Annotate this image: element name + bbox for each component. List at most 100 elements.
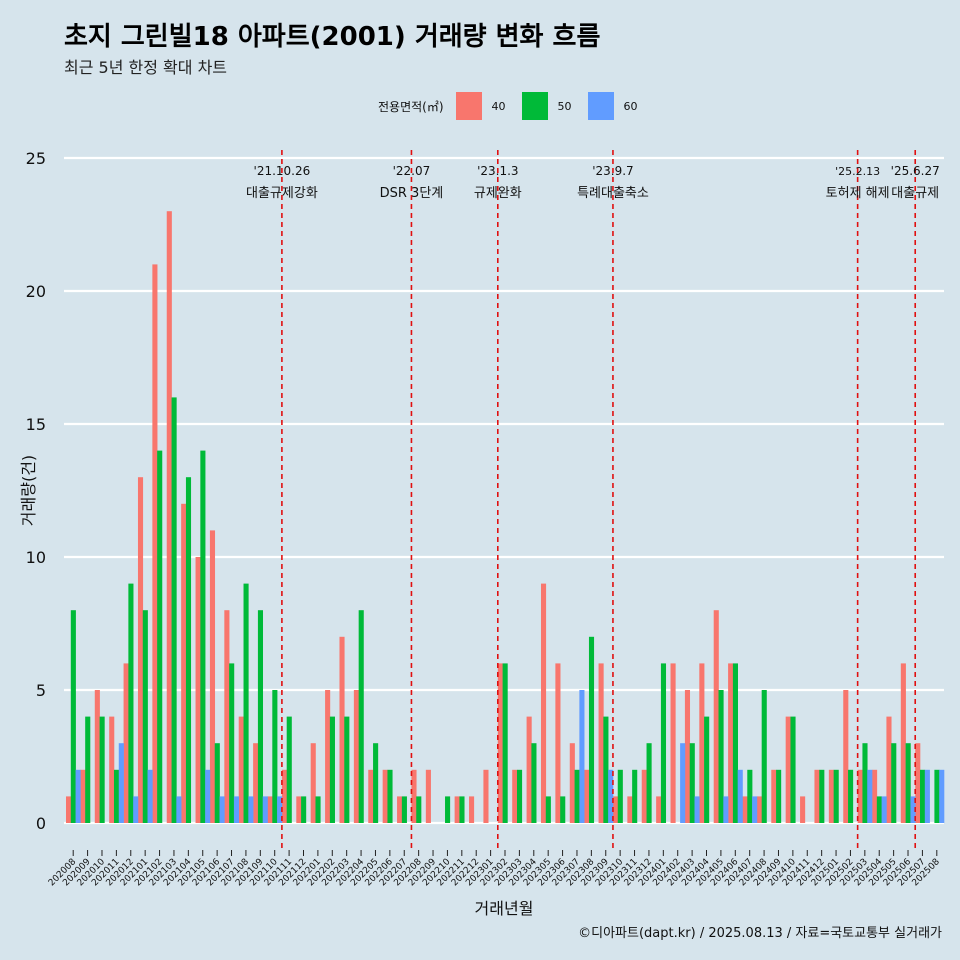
bar-50-202103	[171, 397, 177, 823]
bar-40-202211	[454, 796, 460, 823]
bar-40-202306	[555, 663, 561, 823]
legend-key-40	[455, 92, 482, 120]
bar-50-202307	[574, 769, 580, 823]
bar-40-202212	[469, 796, 475, 823]
bar-50-202111	[286, 716, 292, 823]
bar-50-202106	[214, 743, 220, 823]
bar-50-202208	[416, 796, 422, 823]
bar-40-202110	[267, 796, 273, 823]
legend-label-40: 40	[491, 99, 506, 113]
bar-40-202309	[598, 663, 604, 823]
bar-50-202109	[257, 610, 264, 823]
bar-40-202106	[209, 530, 216, 823]
bar-60-202402	[680, 743, 686, 823]
bar-50-202110	[272, 690, 278, 823]
bar-50-202304	[531, 743, 537, 823]
bar-40-202403	[684, 690, 691, 823]
bar-50-202010	[99, 716, 105, 823]
bar-50-202211	[459, 796, 465, 823]
y-axis-title: 거래량(건)	[19, 455, 38, 526]
bar-40-202503	[857, 769, 863, 823]
event-label-0: 대출규제강화	[246, 186, 318, 201]
bar-50-202505	[891, 743, 897, 823]
bar-40-202502	[843, 690, 849, 823]
event-date-0: '21.10.26	[254, 164, 311, 178]
bar-40-202302	[497, 663, 503, 823]
bar-40-202401	[656, 796, 662, 823]
bar-40-202412	[814, 769, 820, 823]
bar-50-202102	[157, 450, 163, 823]
event-label-2: 규제완화	[474, 186, 522, 201]
chart-caption: ©디아파트(dapt.kr) / 2025.08.13 / 자료=국토교통부 실…	[578, 926, 942, 941]
bar-50-202404	[704, 716, 710, 823]
bar-40-202208	[411, 769, 417, 823]
bar-40-202206	[382, 769, 388, 823]
bar-50-202311	[632, 769, 638, 823]
bar-60-202105	[205, 769, 211, 823]
event-date-3: '23.9.7	[592, 164, 633, 178]
bar-40-202411	[800, 796, 806, 823]
bar-50-202009	[85, 716, 91, 823]
event-date-1: '22.07	[393, 164, 431, 178]
bar-50-202410	[790, 716, 796, 823]
bar-40-202112	[296, 796, 302, 823]
bar-40-202307	[569, 743, 575, 823]
bar-50-202201	[315, 796, 321, 823]
bar-50-202204	[358, 610, 364, 823]
bar-50-202303	[516, 769, 523, 823]
bar-40-202409	[771, 769, 777, 823]
bar-60-202407	[752, 796, 758, 823]
bar-40-202008	[66, 796, 72, 823]
y-tick-label-5: 5	[36, 681, 46, 700]
bar-60-202101	[147, 769, 153, 823]
bar-50-202108	[243, 583, 249, 823]
bar-60-202309	[608, 769, 614, 823]
event-label-1: DSR 3단계	[380, 186, 444, 201]
bar-50-202309	[603, 716, 609, 823]
bar-60-202103	[176, 796, 182, 823]
bar-40-202402	[670, 663, 676, 823]
bar-40-202209	[425, 769, 431, 823]
bar-60-202008	[75, 769, 81, 823]
bar-60-202110	[277, 796, 283, 823]
bar-40-202410	[785, 716, 791, 823]
bar-40-202104	[181, 503, 187, 823]
bar-50-202508	[934, 769, 940, 823]
event-date-4: '25.2.13	[835, 165, 880, 178]
bar-50-202207	[401, 796, 407, 823]
bar-60-202405	[723, 796, 729, 823]
bar-40-202107	[224, 610, 230, 823]
bar-40-202009	[80, 769, 86, 823]
bar-60-202506	[910, 796, 916, 823]
bar-40-202012	[123, 663, 129, 823]
bar-60-202508	[939, 769, 945, 823]
bar-60-202108	[248, 796, 254, 823]
bar-40-202207	[397, 796, 403, 823]
bar-50-202506	[905, 743, 911, 823]
bar-50-202310	[617, 769, 623, 823]
bar-40-202203	[339, 636, 345, 823]
bar-40-202303	[512, 769, 518, 823]
bar-50-202101	[142, 610, 148, 823]
chart-subtitle: 최근 5년 한정 확대 차트	[64, 58, 228, 77]
y-tick-label-25: 25	[26, 149, 46, 168]
bar-50-202405	[718, 690, 724, 823]
bar-40-202103	[166, 211, 172, 823]
bar-50-202012	[128, 583, 134, 823]
bar-40-202408	[756, 796, 762, 823]
bar-60-202403	[694, 796, 700, 823]
bar-60-202406	[737, 769, 743, 823]
bar-50-202501	[833, 769, 839, 823]
bar-40-202404	[699, 663, 705, 823]
bar-50-202409	[776, 769, 782, 823]
bar-40-202506	[900, 663, 906, 823]
bar-60-202109	[262, 796, 268, 823]
bar-50-202412	[819, 769, 825, 823]
bar-50-202104	[185, 477, 192, 823]
bar-50-202202	[329, 716, 335, 823]
bar-50-202305	[545, 796, 551, 823]
bar-50-202408	[761, 690, 767, 823]
bar-50-202011	[113, 769, 120, 823]
event-label-3: 특례대출축소	[577, 186, 649, 201]
